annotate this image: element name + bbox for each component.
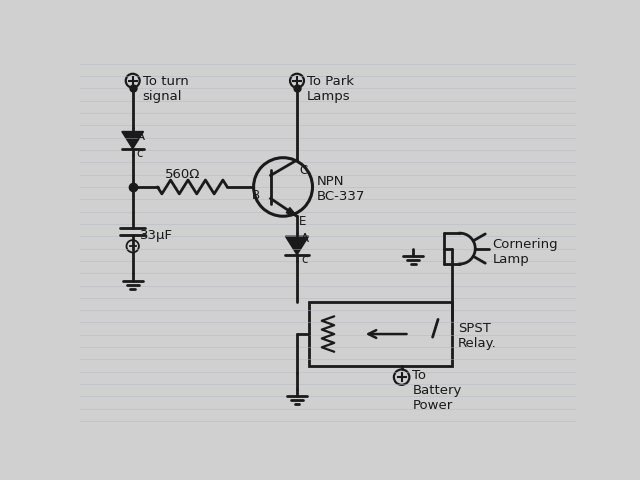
Text: A: A <box>136 130 145 143</box>
Text: A: A <box>301 232 309 245</box>
Text: NPN
BC-337: NPN BC-337 <box>316 175 365 203</box>
Text: SPST
Relay.: SPST Relay. <box>458 322 497 350</box>
Polygon shape <box>286 207 297 216</box>
Polygon shape <box>122 132 143 149</box>
Text: 560Ω: 560Ω <box>165 168 200 181</box>
Text: Cornering
Lamp: Cornering Lamp <box>492 238 558 266</box>
Text: c: c <box>136 147 143 160</box>
Text: To turn
signal: To turn signal <box>143 74 189 103</box>
Text: B: B <box>252 189 260 202</box>
Polygon shape <box>285 236 308 255</box>
Text: To Park
Lamps: To Park Lamps <box>307 74 354 103</box>
Text: E: E <box>300 215 307 228</box>
Bar <box>308 302 452 366</box>
Text: 33μF: 33μF <box>140 229 173 242</box>
Text: To
Battery
Power: To Battery Power <box>412 370 462 412</box>
Text: C: C <box>300 164 308 177</box>
Text: c: c <box>301 253 307 266</box>
